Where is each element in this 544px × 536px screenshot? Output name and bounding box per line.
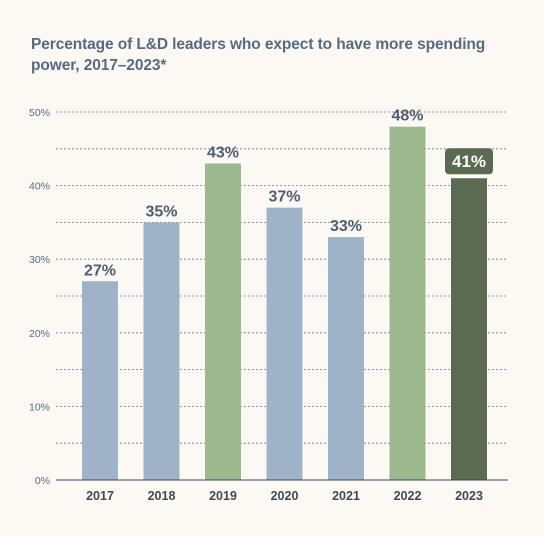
x-axis: 2017 2018 2019 2020 2021 2022 2023 (56, 479, 508, 503)
value-label-2022: 48% (391, 108, 423, 125)
bar-2022 (389, 126, 426, 480)
bar-2021 (328, 237, 364, 480)
value-labels: 27% 35% 43% 37% 33% 48% 41% (84, 108, 493, 279)
value-label-2023: 41% (452, 152, 486, 171)
value-label-2018: 35% (145, 203, 177, 220)
value-label-2019: 43% (207, 145, 239, 162)
value-label-2021: 33% (330, 218, 362, 235)
x-tick-label-2018: 2018 (148, 489, 176, 503)
y-tick-label: 50% (29, 107, 50, 119)
x-tick-label-2020: 2020 (271, 489, 299, 503)
x-tick-label-2023: 2023 (455, 489, 483, 503)
x-tick-label-2022: 2022 (394, 489, 422, 503)
bar-2019 (205, 163, 241, 480)
bar-2023 (451, 178, 487, 481)
x-tick-label-2017: 2017 (86, 489, 114, 503)
value-label-2017: 27% (84, 262, 116, 279)
bar-2018 (143, 222, 180, 480)
y-tick-label: 20% (29, 328, 50, 340)
y-axis: 0% 10% 20% 30% 40% 50% (29, 107, 50, 487)
x-tick-label-2021: 2021 (332, 489, 360, 503)
bar-2017 (82, 281, 118, 480)
y-tick-label: 30% (29, 254, 50, 266)
value-label-2020: 37% (268, 189, 300, 206)
bars (82, 126, 487, 481)
y-tick-label: 10% (29, 401, 50, 413)
chart-title: Percentage of L&D leaders who expect to … (31, 36, 486, 74)
y-tick-label: 0% (35, 475, 50, 487)
y-tick-label: 40% (29, 181, 50, 193)
highlight-label-background (445, 148, 493, 175)
x-tick-label-2019: 2019 (209, 489, 237, 503)
bar-2020 (266, 207, 303, 480)
